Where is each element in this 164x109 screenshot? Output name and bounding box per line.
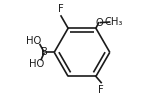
Text: O: O xyxy=(95,18,103,28)
Text: F: F xyxy=(98,85,103,95)
Text: HO: HO xyxy=(29,59,44,69)
Text: B: B xyxy=(41,47,48,57)
Text: HO: HO xyxy=(26,36,42,46)
Text: F: F xyxy=(58,4,64,14)
Text: CH₃: CH₃ xyxy=(104,17,123,27)
